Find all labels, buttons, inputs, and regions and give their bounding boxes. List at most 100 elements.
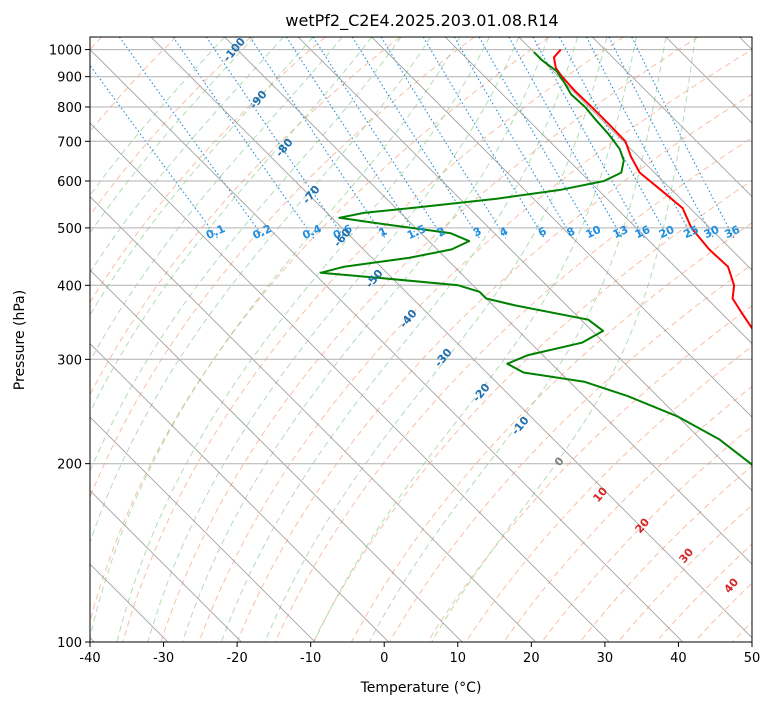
dry-adiabat-line xyxy=(236,93,752,642)
isotherm-line xyxy=(90,122,610,642)
x-tick-label: 0 xyxy=(380,651,388,666)
dry-adiabat-line xyxy=(771,37,775,642)
isotherm-line xyxy=(90,416,316,642)
dry-adiabat-line xyxy=(90,37,401,396)
dry-adiabat-label: -10 xyxy=(509,414,532,438)
dry-adiabat-label: 0 xyxy=(552,454,567,468)
isotherm-line xyxy=(444,37,752,345)
isotherm-line xyxy=(297,37,752,492)
mixing-ratio-line xyxy=(249,37,386,239)
mixing-ratio-line xyxy=(312,37,444,239)
dry-adiabat-line xyxy=(160,37,699,642)
plot-area: 0.1 0.2 0.4 0.6 1 1.5 2 3 4 6 8 10 13 16 20 25 30 36-100-… xyxy=(90,37,775,642)
dewpoint-profile-line xyxy=(319,51,752,467)
dry-adiabat-label: -20 xyxy=(470,381,493,405)
isotherm-line xyxy=(224,37,752,565)
x-tick-label: 30 xyxy=(597,651,614,666)
y-axis-title: Pressure (hPa) xyxy=(12,290,28,390)
mixing-ratio-label: 3 xyxy=(471,225,483,240)
mixing-ratio-label: 20 xyxy=(657,223,677,241)
y-tick-label: 200 xyxy=(57,458,82,473)
y-tick-label: 700 xyxy=(57,135,82,150)
mixing-ratio-line xyxy=(118,37,265,239)
mixing-ratio-label: 25 xyxy=(681,223,700,241)
moist-adiabats xyxy=(90,37,696,642)
moist-adiabat-line xyxy=(431,37,696,642)
x-tick-label: -10 xyxy=(300,651,321,666)
isotherm-line xyxy=(90,49,684,642)
mixing-ratio-line xyxy=(586,37,694,239)
moist-adiabat-line xyxy=(90,37,373,414)
mixing-ratio-label: 1.5 xyxy=(405,222,428,242)
mixing-ratio-line xyxy=(532,37,646,239)
mixing-ratio-line xyxy=(631,37,735,239)
dry-adiabat-line xyxy=(312,180,752,642)
mixing-ratio-label: 0.4 xyxy=(300,222,323,242)
dry-adiabat-line xyxy=(465,345,752,642)
isotherm-line xyxy=(371,37,752,418)
moist-adiabat-line xyxy=(90,37,284,274)
dry-adiabat-line xyxy=(90,37,475,499)
mixing-ratio-label: 8 xyxy=(565,225,577,240)
mixing-ratio-label: 13 xyxy=(611,223,630,241)
dry-adiabat-line xyxy=(90,37,326,304)
isotherm-line xyxy=(90,343,389,642)
mixing-ratio-line xyxy=(608,37,715,239)
dry-adiabat-line xyxy=(693,582,752,642)
y-axis: 100 200 300 400 500 600 700 800 900 1000 xyxy=(49,44,90,651)
x-tick-label: 40 xyxy=(670,651,687,666)
moist-adiabat-line xyxy=(90,37,343,363)
moist-adiabat-line xyxy=(90,37,255,234)
isotherm-line xyxy=(150,37,752,639)
mixing-ratio-label: 16 xyxy=(633,223,653,241)
dry-adiabat-line xyxy=(90,37,252,217)
dry-adiabat-line xyxy=(617,504,752,642)
dry-adiabat-label: 10 xyxy=(590,484,610,504)
isotherm-line xyxy=(90,490,242,642)
moist-adiabat-line xyxy=(90,37,461,640)
moist-adiabat-line xyxy=(90,37,431,544)
isotherm-line xyxy=(518,37,752,271)
mixing-ratio-label: 0.2 xyxy=(251,222,274,242)
moist-adiabat-line xyxy=(368,37,667,642)
dry-adiabat-line xyxy=(541,425,752,642)
mixing-ratio-label: 4 xyxy=(498,224,511,239)
isotherm-line xyxy=(90,196,536,642)
dry-adiabats xyxy=(90,37,775,642)
mixing-ratio-line xyxy=(205,37,346,239)
dry-adiabat-label: -30 xyxy=(432,346,455,370)
x-axis-title: Temperature (°C) xyxy=(360,680,482,696)
isotherms xyxy=(90,37,752,642)
pressure-gridlines xyxy=(90,49,752,642)
dry-adiabat-label: 40 xyxy=(721,575,741,595)
x-tick-label: -20 xyxy=(226,651,247,666)
plot-frame xyxy=(89,36,753,643)
moist-adiabat-line xyxy=(90,37,225,197)
mixing-ratio-line xyxy=(422,37,545,239)
x-tick-label: 10 xyxy=(450,651,467,666)
line-labels: 0.1 0.2 0.4 0.6 1 1.5 2 3 4 6 8 10 13 16 20 25 30 36-100-… xyxy=(204,37,743,596)
y-tick-label: 300 xyxy=(57,353,82,368)
dry-adiabat-line xyxy=(389,263,752,642)
y-tick-label: 800 xyxy=(57,101,82,116)
mixing-ratio-line xyxy=(508,37,624,239)
mixing-ratio-line xyxy=(559,37,670,239)
moist-adiabat-line xyxy=(147,37,520,642)
mixing-ratio-line xyxy=(172,37,315,239)
y-tick-label: 1000 xyxy=(49,44,82,59)
mixing-ratio-label: 36 xyxy=(723,223,743,241)
y-tick-label: 100 xyxy=(57,636,82,651)
x-tick-label: 20 xyxy=(523,651,540,666)
x-tick-label: -30 xyxy=(153,651,174,666)
mixing-ratio-line xyxy=(351,37,480,239)
y-tick-label: 600 xyxy=(57,175,82,190)
mixing-ratio-line xyxy=(285,37,420,239)
y-tick-label: 400 xyxy=(57,279,82,294)
mixing-ratio-line xyxy=(453,37,574,239)
mixing-ratio-label: 30 xyxy=(702,223,722,241)
x-tick-label: 50 xyxy=(744,651,761,666)
isotherm-line xyxy=(90,269,463,642)
dry-adiabat-line xyxy=(274,137,752,642)
x-axis: -40 -30 -20 -10 0 10 20 30 40 50 xyxy=(79,642,760,666)
